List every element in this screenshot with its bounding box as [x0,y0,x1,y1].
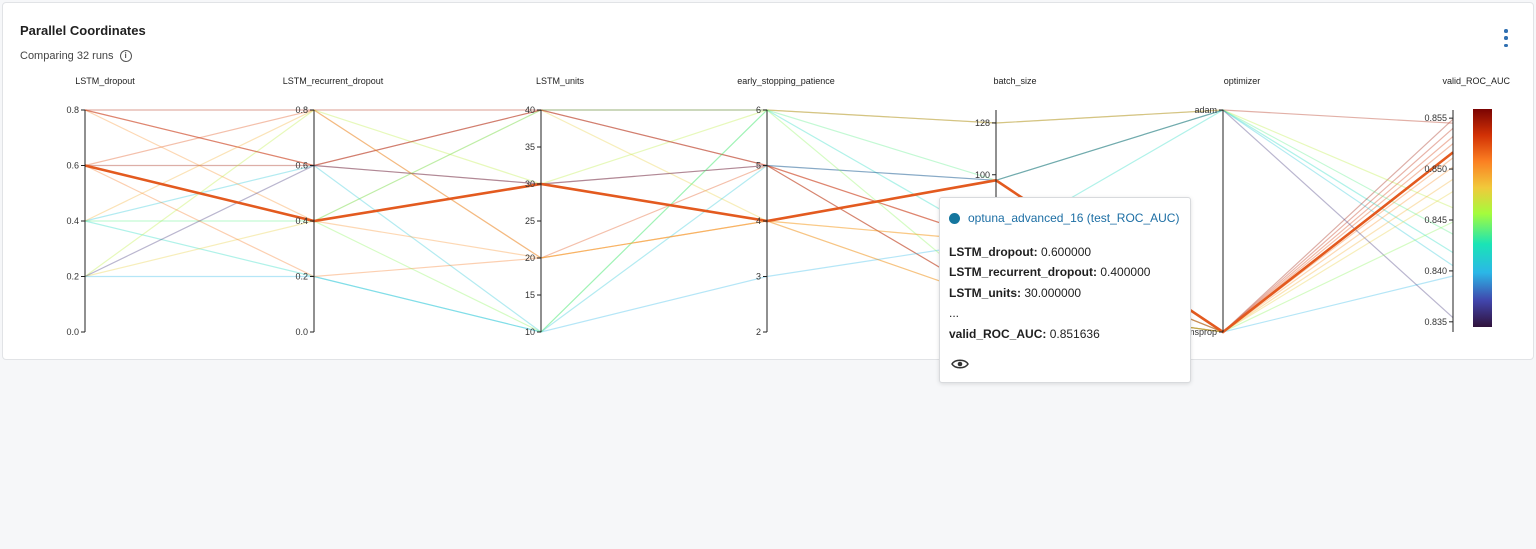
tick-label: 0.6 [295,161,308,171]
axis-title: early_stopping_patience [737,76,835,86]
tick-label: 15 [525,290,535,300]
tick-label: 0.2 [66,272,79,282]
tooltip-metric-label: valid_ROC_AUC: [949,327,1047,341]
tick-label: 0.845 [1424,215,1447,225]
parallel-coordinates-panel: Parallel Coordinates Comparing 32 runs i [2,2,1534,360]
tooltip-metric-value: 0.851636 [1049,327,1100,341]
tick-label: 0.835 [1424,317,1447,327]
run-line[interactable] [84,109,1454,277]
tick-label: 0.0 [295,327,308,337]
axis-title: batch_size [993,76,1036,86]
run-line[interactable] [84,109,1454,319]
tooltip-run-label[interactable]: optuna_advanced_16 (test_ROC_AUC) [968,211,1180,225]
tooltip-row-value: 0.400000 [1100,265,1151,279]
tick-label: 2 [756,327,761,337]
panel-title: Parallel Coordinates [20,23,146,38]
tick-label: 0.8 [295,105,308,115]
tick-label: 30 [525,179,535,189]
runs-count-label: Comparing 32 runs [20,50,114,62]
tooltip-row-value: 30.000000 [1024,286,1082,300]
axis-title: LSTM_dropout [75,76,135,86]
tick-label: 10 [525,327,535,337]
tooltip-metric-row: valid_ROC_AUC: 0.851636 [949,327,1100,341]
eye-icon[interactable] [951,358,969,370]
axis-title: valid_ROC_AUC [1442,76,1510,86]
tooltip-row: LSTM_recurrent_dropout: 0.400000 [949,265,1150,279]
tick-label: 0.855 [1424,113,1447,123]
tick-label: 5 [756,161,761,171]
tooltip-row-label: LSTM_units: [949,286,1021,300]
tick-label: 0.0 [66,327,79,337]
tick-label: 25 [525,216,535,226]
run-line[interactable] [85,240,1454,333]
tooltip-row-label: LSTM_recurrent_dropout: [949,265,1098,279]
tick-label: 6 [756,105,761,115]
tooltip-row: LSTM_dropout: 0.600000 [949,245,1091,259]
tick-label: 128 [975,118,990,128]
axis-title: LSTM_recurrent_dropout [283,76,384,86]
highlighted-run-line[interactable] [84,151,1454,334]
tick-label: 4 [756,216,761,226]
axis-title: LSTM_units [536,76,585,86]
axis-title: optimizer [1224,76,1261,86]
tick-label: 0.850 [1424,164,1447,174]
more-options-icon[interactable] [1503,29,1509,47]
tick-label: 0.8 [66,105,79,115]
tick-label: rmsprop [1184,327,1217,337]
tick-label: 20 [525,253,535,263]
tooltip-ellipsis: ... [949,306,960,320]
run-line[interactable] [84,157,1454,333]
tick-label: 0.6 [66,161,79,171]
colorbar [1473,109,1492,327]
tick-label: 0.4 [66,216,79,226]
tooltip-header[interactable]: optuna_advanced_16 (test_ROC_AUC) [949,211,1179,225]
info-icon[interactable]: i [119,50,132,62]
tick-label: 0.4 [295,216,308,226]
tooltip-row-value: 0.600000 [1041,245,1092,259]
tick-label: 3 [756,272,761,282]
panel-subtitle: Comparing 32 runs i [20,50,132,62]
tooltip-row-label: LSTM_dropout: [949,245,1038,259]
run-tooltip: optuna_advanced_16 (test_ROC_AUC) LSTM_d… [939,197,1191,383]
tooltip-row: LSTM_units: 30.000000 [949,286,1081,300]
run-color-dot [949,212,960,224]
tick-label: 0.2 [295,272,308,282]
tick-label: 100 [975,170,990,180]
tick-label: 40 [525,105,535,115]
tick-label: 0.840 [1424,266,1447,276]
tick-label: adam [1194,105,1217,115]
tick-label: 35 [525,142,535,152]
